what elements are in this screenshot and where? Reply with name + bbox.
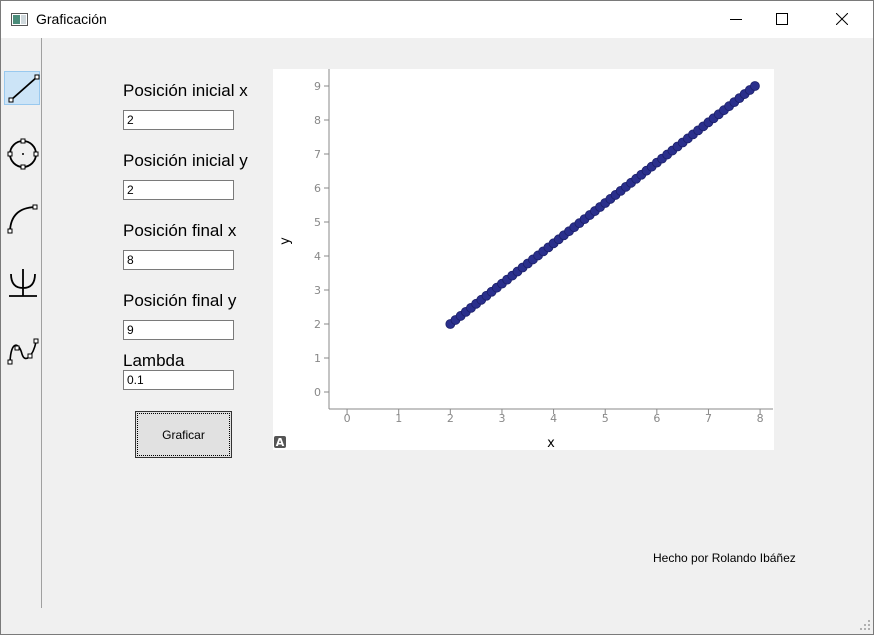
circle-icon — [7, 138, 39, 170]
minimize-icon — [730, 19, 742, 20]
x-tick-label: 6 — [653, 412, 660, 425]
y1-input[interactable]: 9 — [123, 320, 234, 340]
autoscale-label: A — [276, 436, 285, 449]
line-icon — [8, 74, 40, 103]
minimize-button[interactable] — [713, 1, 759, 38]
y-tick-label: 0 — [314, 386, 321, 399]
autoscale-button[interactable]: A — [274, 436, 286, 449]
x0-input[interactable]: 2 — [123, 110, 234, 130]
y-tick-label: 1 — [314, 352, 321, 365]
y-axis-label: y — [278, 237, 293, 245]
x-tick-label: 8 — [757, 412, 764, 425]
curve-icon — [7, 338, 39, 365]
y0-input[interactable]: 2 — [123, 180, 234, 200]
app-window-icon — [11, 12, 29, 31]
y-tick-label: 6 — [314, 182, 321, 195]
x-tick-label: 3 — [498, 412, 505, 425]
resize-grip-icon[interactable] — [859, 619, 871, 631]
y-tick-label: 5 — [314, 216, 321, 229]
circle-tool-button[interactable] — [4, 136, 40, 170]
lambda-label: Lambda — [123, 351, 185, 370]
y-tick-label: 3 — [314, 284, 321, 297]
y-tick-label: 2 — [314, 318, 321, 331]
x-tick-label: 2 — [447, 412, 454, 425]
psi-tool-button[interactable] — [4, 266, 40, 300]
x-tick-label: 4 — [550, 412, 557, 425]
plot-area[interactable]: 0 1 2 3 4 5 6 7 8 0 1 2 3 4 5 6 7 8 9 x y A — [273, 69, 774, 450]
maximize-button[interactable] — [759, 1, 805, 38]
x-tick-label: 0 — [344, 412, 351, 425]
x-tick-label: 7 — [705, 412, 712, 425]
tool-sidebar — [1, 38, 42, 608]
arc-icon — [7, 204, 38, 234]
autoscale-icon — [274, 436, 286, 448]
scatter-chart[interactable]: 0 1 2 3 4 5 6 7 8 0 1 2 3 4 5 6 7 8 9 x y A — [273, 69, 774, 450]
x-axis-label: x — [547, 436, 555, 450]
arc-tool-button[interactable] — [4, 201, 40, 235]
y-tick-label: 4 — [314, 250, 321, 263]
x0-label: Posición inicial x — [123, 81, 248, 100]
y0-label: Posición inicial y — [123, 151, 248, 170]
y1-label: Posición final y — [123, 291, 237, 310]
maximize-icon — [776, 13, 788, 25]
x1-label: Posición final x — [123, 221, 237, 240]
y-tick-label: 7 — [314, 148, 321, 161]
graficar-button[interactable]: Graficar — [135, 411, 232, 458]
close-button[interactable] — [819, 1, 865, 38]
line-tool-button[interactable] — [4, 71, 40, 105]
x-tick-label: 1 — [395, 412, 402, 425]
credit-text: Hecho por Rolando Ibáñez — [653, 551, 796, 565]
window-title: Graficación — [36, 11, 107, 27]
x1-input[interactable]: 8 — [123, 250, 234, 270]
close-icon — [836, 13, 848, 25]
title-bar[interactable]: Graficación — [1, 1, 873, 38]
curve-tool-button[interactable] — [4, 332, 40, 366]
y-tick-label: 8 — [314, 114, 321, 127]
psi-icon — [9, 269, 37, 297]
y-tick-label: 9 — [314, 80, 321, 93]
x-tick-label: 5 — [602, 412, 609, 425]
data-point — [750, 81, 760, 91]
lambda-input[interactable]: 0.1 — [123, 370, 234, 390]
